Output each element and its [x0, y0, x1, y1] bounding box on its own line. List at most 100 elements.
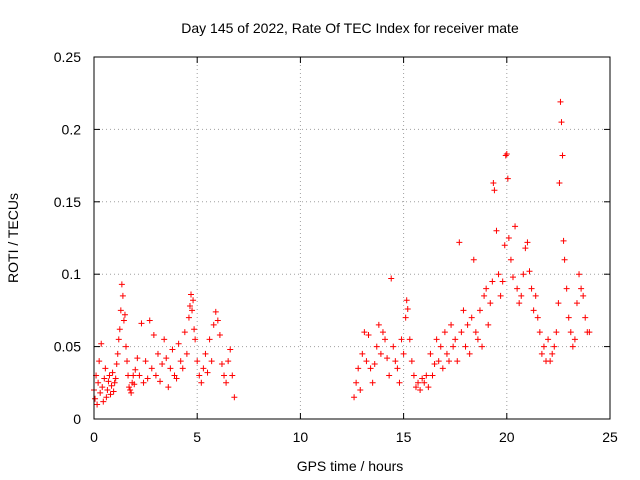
data-point [384, 355, 391, 362]
data-point [110, 388, 117, 395]
data-point [188, 291, 195, 298]
data-point [398, 336, 405, 343]
data-point [472, 329, 479, 336]
axis-ticks: 0 5 10 15 20 25 0 0.05 0.1 0.15 0.2 0.25 [54, 49, 618, 445]
y-tick-label: 0.05 [54, 339, 81, 355]
x-tick-label: 5 [193, 429, 201, 445]
data-point [551, 343, 558, 350]
data-point [146, 317, 153, 324]
data-point [454, 358, 461, 365]
data-point [479, 343, 486, 350]
data-point [208, 358, 215, 365]
data-point [144, 375, 151, 382]
y-axis-label: ROTI / TECUs [5, 193, 21, 283]
data-point [507, 256, 514, 263]
data-point [437, 343, 444, 350]
data-point [520, 271, 527, 278]
data-point [466, 350, 473, 357]
data-point [373, 343, 380, 350]
data-point [412, 384, 419, 391]
data-point [227, 346, 234, 353]
data-point [157, 378, 164, 385]
data-point [186, 303, 193, 310]
data-point [206, 336, 213, 343]
data-point [361, 329, 368, 336]
data-point [212, 308, 219, 315]
data-point [396, 379, 403, 386]
data-point [497, 292, 504, 299]
data-point [547, 358, 554, 365]
data-point [150, 332, 157, 339]
data-point [218, 360, 225, 367]
data-point [452, 336, 459, 343]
data-point [181, 329, 188, 336]
data-point [114, 350, 121, 357]
data-point [441, 329, 448, 336]
data-point [165, 384, 172, 391]
data-point [481, 292, 488, 299]
data-point [98, 340, 105, 347]
data-point [423, 372, 430, 379]
data-point [536, 329, 543, 336]
y-tick-label: 0.25 [54, 49, 81, 65]
data-point [113, 360, 120, 367]
data-point [406, 336, 413, 343]
data-point [419, 375, 426, 382]
data-point [367, 365, 374, 372]
data-point [365, 332, 372, 339]
data-point [229, 372, 236, 379]
data-point [514, 285, 521, 292]
data-point [530, 307, 537, 314]
data-point [185, 314, 192, 321]
y-tick-label: 0.2 [62, 121, 82, 137]
data-point [200, 365, 207, 372]
data-point [112, 375, 119, 382]
data-point [427, 350, 434, 357]
data-point [177, 358, 184, 365]
data-point [108, 382, 115, 389]
data-point [509, 274, 516, 281]
data-point [489, 278, 496, 285]
data-point [487, 300, 494, 307]
data-point [140, 379, 147, 386]
data-point [359, 350, 366, 357]
x-tick-label: 0 [90, 429, 98, 445]
data-point [404, 305, 411, 312]
data-point [357, 387, 364, 394]
data-point [476, 307, 483, 314]
data-point [565, 314, 572, 321]
data-point [210, 321, 217, 328]
data-point [545, 336, 552, 343]
data-point [433, 336, 440, 343]
data-point [109, 369, 116, 376]
data-point [152, 372, 159, 379]
data-point [161, 336, 168, 343]
data-point [116, 326, 123, 333]
data-point [561, 256, 568, 263]
data-point [214, 317, 221, 324]
chart-title: Day 145 of 2022, Rate Of TEC Index for r… [181, 20, 519, 36]
data-point [115, 336, 122, 343]
data-point [586, 329, 593, 336]
plot-frame [93, 56, 611, 420]
data-point [490, 179, 497, 186]
data-point [103, 394, 110, 401]
data-point [102, 365, 109, 372]
data-point [107, 391, 114, 398]
data-point [100, 398, 107, 405]
data-point [183, 350, 190, 357]
data-point [456, 239, 463, 246]
data-point [120, 317, 127, 324]
data-point [96, 358, 103, 365]
data-point [371, 360, 378, 367]
data-point [189, 307, 196, 314]
data-point [458, 329, 465, 336]
data-point [443, 350, 450, 357]
data-point [558, 119, 565, 126]
data-point [576, 271, 583, 278]
data-point [403, 297, 410, 304]
data-point [388, 275, 395, 282]
data-point [462, 343, 469, 350]
data-point [512, 223, 519, 230]
data-point [415, 379, 422, 386]
